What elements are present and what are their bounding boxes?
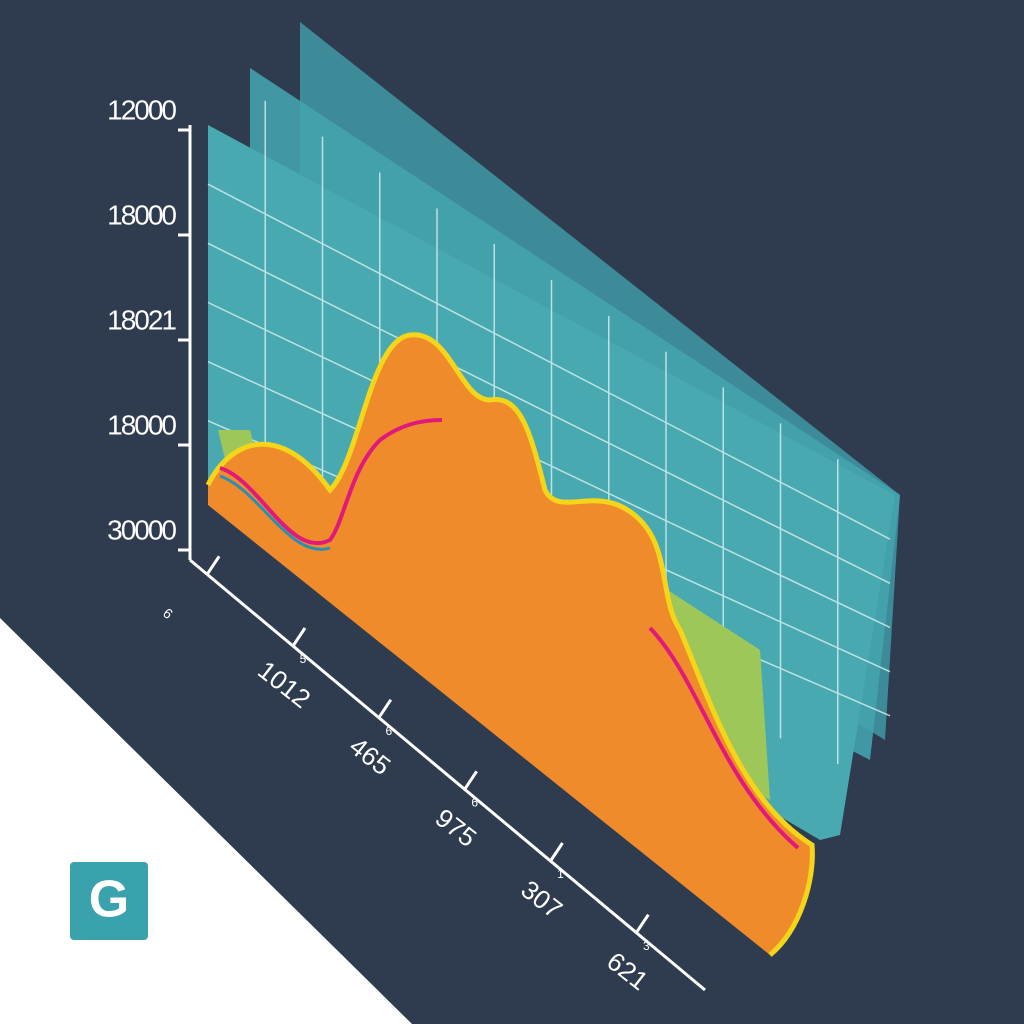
x-tick xyxy=(463,770,478,791)
x-tick xyxy=(635,913,650,934)
y-tick-label: 12000 xyxy=(107,94,176,125)
green-area xyxy=(660,585,770,800)
blue-line xyxy=(219,474,331,551)
x-tick xyxy=(205,555,221,576)
x-tick-small-label: 6 xyxy=(385,724,392,738)
logo-text: G xyxy=(89,871,129,929)
grid-line xyxy=(207,242,891,585)
x-tick-small-label: 3 xyxy=(643,939,650,953)
grid-line xyxy=(207,183,891,540)
x-tick-small-label: 1 xyxy=(557,867,564,881)
magenta-line xyxy=(219,418,443,545)
y-tick-label: 18000 xyxy=(107,199,176,230)
yellow-outline xyxy=(205,332,815,957)
y-tick-label: 18000 xyxy=(107,409,176,440)
logo: G xyxy=(70,862,148,940)
y-tick-label: 30000 xyxy=(107,514,176,545)
x-tick xyxy=(377,698,393,719)
x-tick xyxy=(291,627,307,647)
grid-line xyxy=(207,301,891,629)
logo-badge xyxy=(70,862,148,940)
orange-area xyxy=(208,334,813,955)
x-tick xyxy=(549,842,564,862)
y-tick-label: 18021 xyxy=(107,304,176,335)
x-tick-small-label: 5 xyxy=(300,652,307,666)
axes xyxy=(188,125,706,992)
x-axis xyxy=(189,558,706,992)
magenta-line xyxy=(648,626,800,850)
x-tick-small-label: 6 xyxy=(471,796,478,810)
